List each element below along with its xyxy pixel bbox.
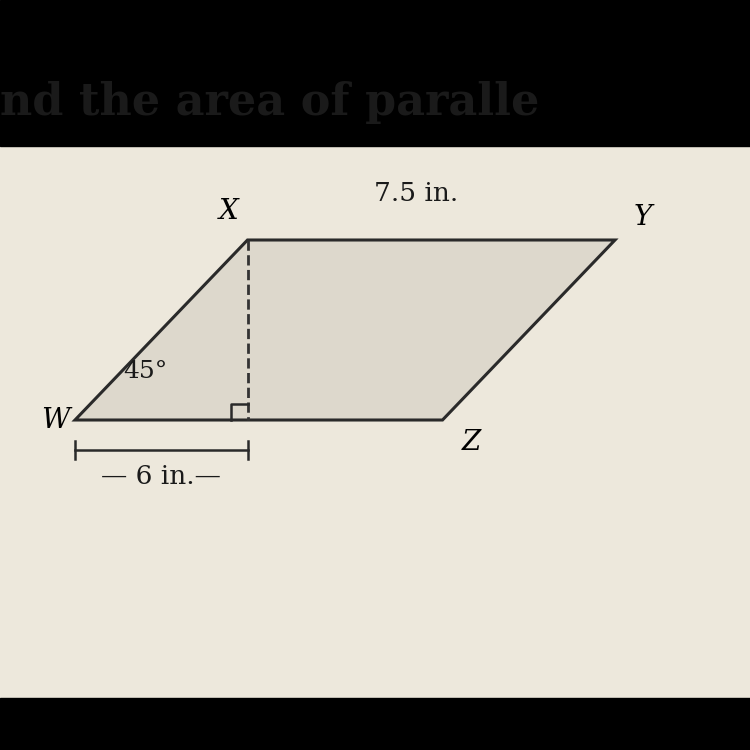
Text: Z: Z — [461, 429, 481, 456]
Bar — [0, 0, 750, 146]
Text: 7.5 in.: 7.5 in. — [374, 182, 458, 206]
Text: X: X — [218, 198, 238, 225]
Text: Y: Y — [634, 204, 652, 231]
Text: nd the area of paralle: nd the area of paralle — [0, 81, 539, 124]
Text: W: W — [40, 406, 69, 433]
Text: — 6 in.—: — 6 in.— — [101, 464, 221, 488]
Polygon shape — [75, 240, 615, 420]
Bar — [0, 698, 750, 750]
Text: 45°: 45° — [124, 359, 168, 382]
